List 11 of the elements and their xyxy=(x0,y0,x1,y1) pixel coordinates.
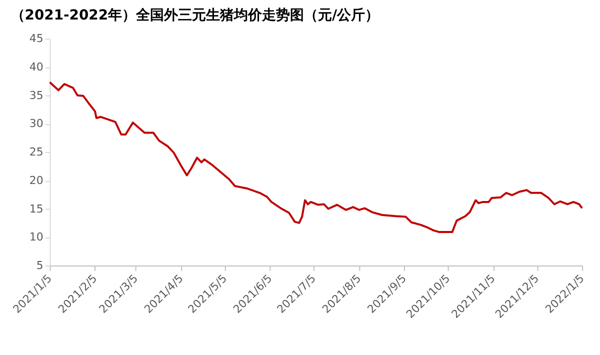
y-tick-label: 20 xyxy=(29,174,44,187)
y-tick-label: 10 xyxy=(29,230,44,244)
y-tick-label: 30 xyxy=(29,117,44,130)
y-tick-label: 25 xyxy=(29,146,44,159)
y-tick-label: 40 xyxy=(29,60,44,74)
y-tick-label: 15 xyxy=(29,202,44,216)
y-tick-label: 5 xyxy=(36,258,44,272)
line-series xyxy=(48,81,584,234)
y-tick-label: 35 xyxy=(29,88,44,102)
y-tick-label: 45 xyxy=(29,32,44,46)
chart-title: （2021-2022年）全国外三元生猪均价走势图（元/公斤） xyxy=(10,6,380,24)
